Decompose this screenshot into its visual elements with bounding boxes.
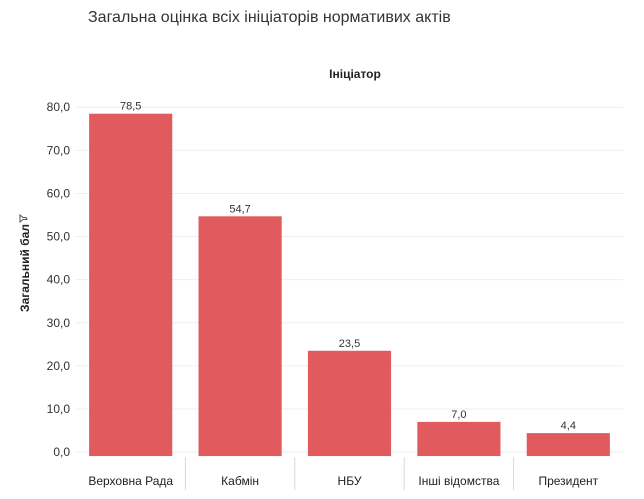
y-tick-label: 30,0 [47, 316, 71, 330]
y-tick-label: 80,0 [47, 100, 71, 114]
y-axis-title: Загальний бал [18, 213, 32, 312]
category-label: Кабмін [221, 474, 259, 488]
data-label: 4,4 [561, 420, 576, 432]
data-label: 23,5 [339, 338, 360, 350]
y-tick-label: 60,0 [47, 186, 71, 200]
category-label: Президент [538, 474, 598, 488]
bar[interactable] [417, 421, 501, 457]
bars [89, 113, 610, 457]
data-label: 7,0 [451, 409, 466, 421]
page-title: Загальна оцінка всіх ініціаторів нормати… [88, 9, 451, 26]
y-axis-ticks: 0,0 10,0 20,0 30,0 40,0 50,0 60,0 70,0 80,0 [47, 100, 71, 459]
column-separators [184, 457, 515, 490]
category-label: НБУ [338, 474, 362, 488]
data-labels: 78,5 54,7 23,5 7,0 4,4 [120, 101, 576, 432]
y-axis-label: Загальний бал [18, 224, 32, 312]
category-label: Верховна Рада [88, 474, 173, 488]
filter-icon[interactable] [19, 213, 28, 224]
data-label: 78,5 [120, 101, 141, 113]
bar[interactable] [89, 113, 173, 457]
category-label: Інші відомства [418, 474, 499, 488]
y-tick-label: 50,0 [47, 230, 71, 244]
y-tick-label: 70,0 [47, 143, 71, 157]
bar[interactable] [198, 216, 282, 457]
bar[interactable] [307, 350, 392, 457]
y-tick-label: 0,0 [53, 445, 70, 459]
data-label: 54,7 [229, 203, 250, 215]
y-tick-label: 20,0 [47, 359, 71, 373]
y-tick-label: 40,0 [47, 273, 71, 287]
category-labels: Верховна Рада Кабмін НБУ Інші відомства През… [88, 474, 598, 488]
bar[interactable] [526, 433, 610, 457]
column-header-label: Ініціатор [329, 67, 381, 81]
y-tick-label: 10,0 [47, 402, 71, 416]
